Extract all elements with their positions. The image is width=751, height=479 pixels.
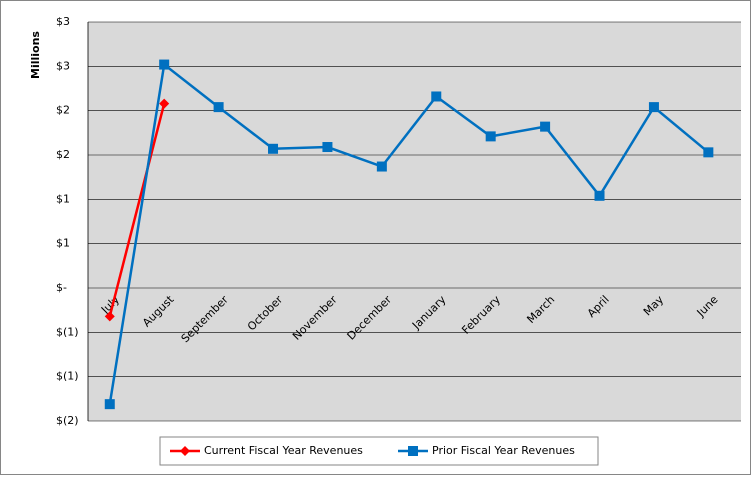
y-tick-label: $(2)	[56, 414, 79, 427]
marker	[376, 161, 387, 172]
marker	[322, 142, 333, 153]
marker	[180, 446, 190, 456]
marker	[159, 98, 170, 109]
marker	[408, 446, 418, 456]
marker	[540, 121, 551, 132]
series-line	[108, 103, 166, 317]
marker	[268, 143, 279, 154]
marker	[213, 102, 224, 113]
y-tick-label: $1	[56, 237, 70, 250]
legend-label: Prior Fiscal Year Revenues	[432, 444, 575, 457]
y-tick-label: $3	[56, 59, 70, 72]
y-tick-label: $1	[56, 192, 70, 205]
plot-area	[88, 22, 741, 421]
y-axis-title: Millions	[29, 31, 42, 79]
y-tick-label: $(1)	[56, 370, 79, 383]
legend-label: Current Fiscal Year Revenues	[204, 444, 363, 457]
marker	[431, 91, 442, 102]
marker	[104, 399, 115, 410]
marker	[594, 190, 605, 201]
marker	[485, 131, 496, 142]
y-tick-label: $2	[56, 104, 70, 117]
y-tick-label: $3	[56, 15, 70, 28]
legend	[159, 436, 599, 466]
marker	[703, 147, 714, 158]
y-tick-label: $-	[56, 281, 67, 294]
y-tick-label: $2	[56, 148, 70, 161]
marker	[159, 59, 170, 70]
y-tick-label: $(1)	[56, 325, 79, 338]
series-line	[108, 62, 710, 405]
marker	[648, 102, 659, 113]
marker	[104, 311, 115, 322]
